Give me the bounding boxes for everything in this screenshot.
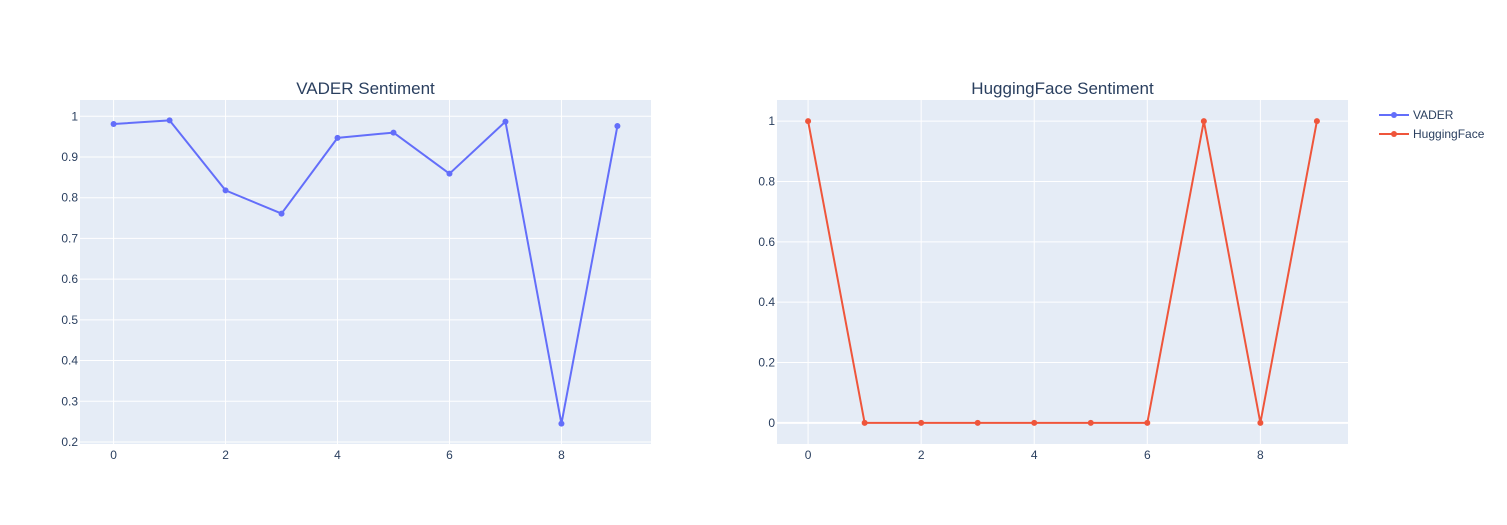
legend[interactable]: VADER HuggingFace [1379,108,1485,141]
data-point[interactable] [166,117,173,124]
data-point[interactable] [614,123,621,130]
data-point[interactable] [918,419,925,426]
plot-area [777,100,1348,444]
legend-swatch-marker [1391,131,1397,137]
data-point[interactable] [558,420,565,427]
legend-swatch-marker [1391,112,1397,118]
data-point[interactable] [222,187,229,194]
plot-area [80,100,651,444]
legend-item-huggingface[interactable]: HuggingFace [1379,127,1485,141]
x-tick-label: 2 [222,448,229,462]
series-line-vader [113,119,619,425]
y-tick-label: 1 [768,114,775,128]
data-point[interactable] [974,419,981,426]
legend-label: VADER [1413,108,1454,122]
y-tick-label: 0.3 [61,394,78,408]
subplot-title: HuggingFace Sentiment [971,79,1154,98]
x-tick-label: 2 [918,448,925,462]
y-tick-label: 0.2 [758,356,775,370]
data-point[interactable] [1200,118,1207,125]
y-tick-label: 0.7 [61,231,78,245]
x-tick-label: 8 [558,448,565,462]
y-tick-label: 0.8 [61,191,78,205]
subplot-title: VADER Sentiment [296,79,435,98]
data-point[interactable] [1087,419,1094,426]
y-tick-label: 0.4 [61,354,78,368]
legend-label: HuggingFace [1413,127,1485,141]
data-point[interactable] [278,210,285,217]
data-point[interactable] [446,170,453,177]
subplot-vader: 0 2 4 6 8 0.2 0.3 0.4 0.5 0.6 0.7 0.8 0.9 1 VADER Sent… [61,79,651,462]
y-tick-label: 0.9 [61,150,78,164]
series-line-huggingface [807,120,1318,424]
y-tick-label: 0.2 [61,435,78,449]
legend-item-vader[interactable]: VADER [1379,108,1454,122]
data-point[interactable] [1257,419,1264,426]
x-tick-label: 0 [805,448,812,462]
data-point[interactable] [502,118,509,125]
y-tick-label: 0.8 [758,174,775,188]
data-point[interactable] [1313,118,1320,125]
data-point[interactable] [1144,419,1151,426]
data-point[interactable] [110,121,117,128]
y-tick-label: 0.6 [758,235,775,249]
data-point[interactable] [805,118,812,125]
x-tick-label: 0 [110,448,117,462]
data-point[interactable] [334,134,341,141]
y-tick-label: 0.5 [61,313,78,327]
x-tick-label: 4 [334,448,341,462]
y-tick-label: 0 [768,416,775,430]
y-tick-label: 1 [71,109,78,123]
data-point[interactable] [390,129,397,136]
y-tick-label: 0.4 [758,295,775,309]
data-point[interactable] [1031,419,1038,426]
x-tick-label: 8 [1257,448,1264,462]
y-tick-label: 0.6 [61,272,78,286]
x-tick-label: 6 [1144,448,1151,462]
data-point[interactable] [861,419,868,426]
x-tick-label: 4 [1031,448,1038,462]
subplot-huggingface: 0 2 4 6 8 0 0.2 0.4 0.6 0.8 1 HuggingFace Sentiment [758,79,1348,462]
x-tick-label: 6 [446,448,453,462]
